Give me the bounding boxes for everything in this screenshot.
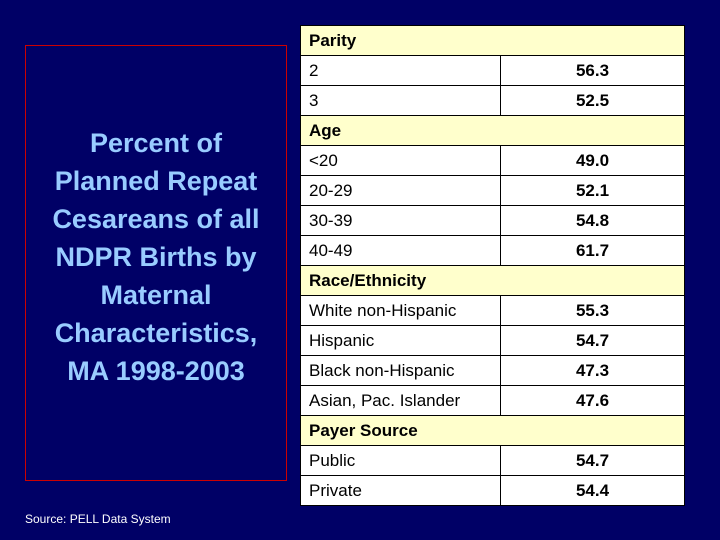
data-table: Parity 2 56.3 3 52.5 Age <20 49.0 20-29 … — [300, 25, 685, 506]
row-value: 54.7 — [500, 445, 685, 476]
row-label: White non-Hispanic — [300, 295, 501, 326]
table-row: 3 52.5 — [300, 85, 685, 116]
section-heading: Parity — [300, 25, 685, 56]
title-line: Percent of — [89, 128, 223, 158]
title-line: Planned Repeat — [54, 166, 258, 196]
row-value: 55.3 — [500, 295, 685, 326]
row-label: Public — [300, 445, 501, 476]
table-row: Private 54.4 — [300, 475, 685, 506]
row-value: 61.7 — [500, 235, 685, 266]
table-row: White non-Hispanic 55.3 — [300, 295, 685, 326]
slide-title: Percent of Planned Repeat Cesareans of a… — [52, 124, 259, 390]
row-value: 54.8 — [500, 205, 685, 236]
row-label: 30-39 — [300, 205, 501, 236]
row-value: 47.3 — [500, 355, 685, 386]
row-label: <20 — [300, 145, 501, 176]
row-label: 3 — [300, 85, 501, 116]
table-row: Black non-Hispanic 47.3 — [300, 355, 685, 386]
title-line: NDPR Births by — [55, 242, 257, 272]
row-value: 49.0 — [500, 145, 685, 176]
table-row: 20-29 52.1 — [300, 175, 685, 206]
title-line: Characteristics, — [54, 318, 258, 348]
row-value: 54.7 — [500, 325, 685, 356]
section-header-race-ethnicity: Race/Ethnicity — [300, 265, 685, 296]
title-line: Cesareans of all — [52, 204, 260, 234]
title-line: MA 1998-2003 — [67, 356, 245, 386]
row-label: Private — [300, 475, 501, 506]
table-row: Public 54.7 — [300, 445, 685, 476]
source-note: Source: PELL Data System — [25, 512, 171, 526]
section-heading: Race/Ethnicity — [300, 265, 685, 296]
table-row: 40-49 61.7 — [300, 235, 685, 266]
table-row: Hispanic 54.7 — [300, 325, 685, 356]
row-label: Black non-Hispanic — [300, 355, 501, 386]
section-heading: Age — [300, 115, 685, 146]
table-row: Asian, Pac. Islander 47.6 — [300, 385, 685, 416]
row-value: 52.1 — [500, 175, 685, 206]
row-label: 20-29 — [300, 175, 501, 206]
table-row: 2 56.3 — [300, 55, 685, 86]
row-label: Hispanic — [300, 325, 501, 356]
row-value: 56.3 — [500, 55, 685, 86]
table-row: <20 49.0 — [300, 145, 685, 176]
row-value: 54.4 — [500, 475, 685, 506]
row-value: 52.5 — [500, 85, 685, 116]
title-line: Maternal — [100, 280, 212, 310]
table-row: 30-39 54.8 — [300, 205, 685, 236]
row-value: 47.6 — [500, 385, 685, 416]
title-frame: Percent of Planned Repeat Cesareans of a… — [25, 45, 287, 481]
section-header-parity: Parity — [300, 25, 685, 56]
row-label: Asian, Pac. Islander — [300, 385, 501, 416]
row-label: 2 — [300, 55, 501, 86]
section-header-age: Age — [300, 115, 685, 146]
row-label: 40-49 — [300, 235, 501, 266]
section-heading: Payer Source — [300, 415, 685, 446]
section-header-payer-source: Payer Source — [300, 415, 685, 446]
